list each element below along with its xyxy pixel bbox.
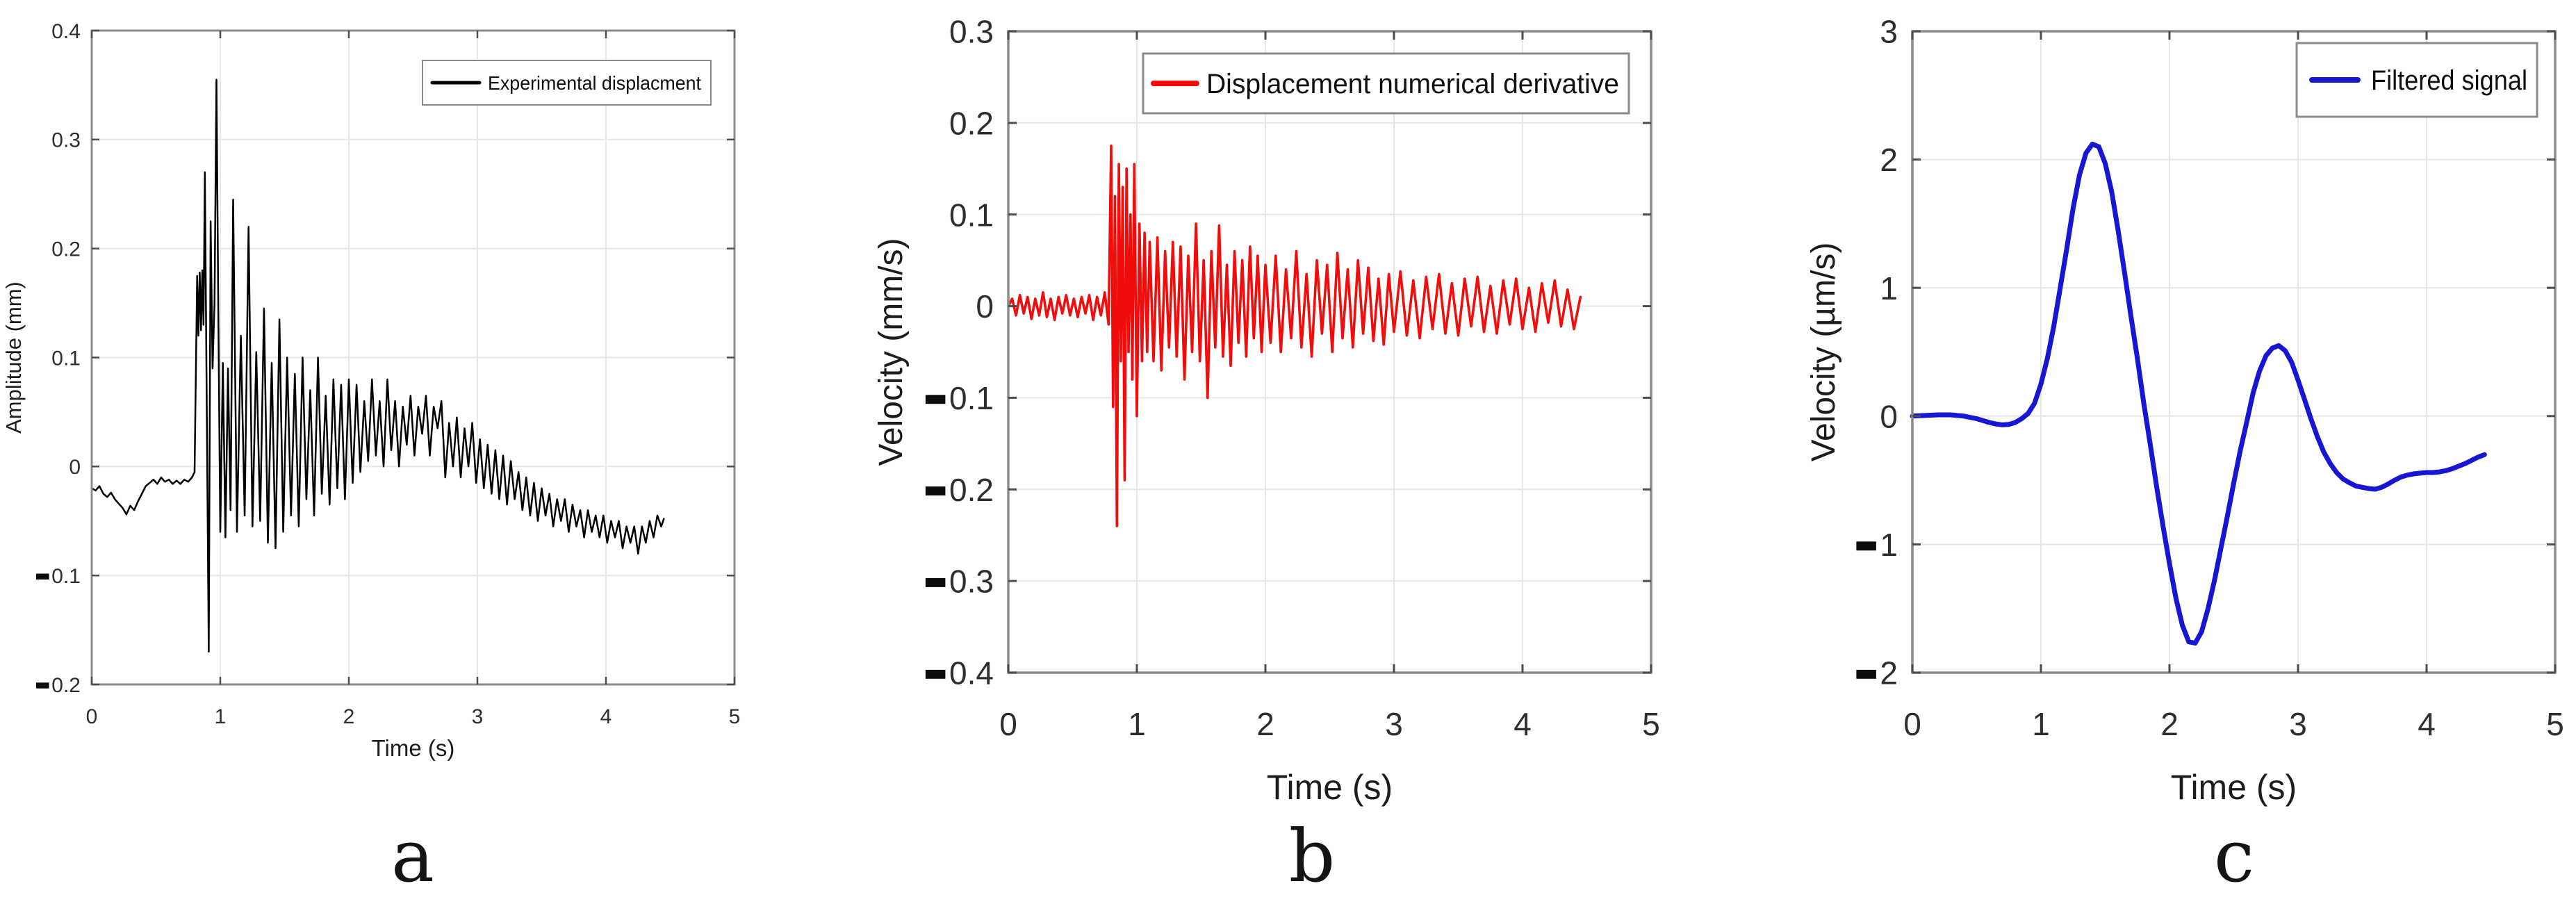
y-tick-label: 0.3 [51, 129, 81, 152]
minus-sign [925, 395, 946, 404]
chart-c: 0 1 2 3 4 5 3 2 1 0 1 2 Time (s) Velocity (µm/s) Filte… [1805, 14, 2564, 807]
x-tick-label: 5 [1642, 706, 1660, 742]
y-tick-label: 3 [1880, 14, 1898, 50]
x-tick-label: 1 [215, 705, 227, 728]
x-axis-label: Time (s) [2171, 768, 2297, 807]
panel-label-b: b [1288, 814, 1336, 898]
x-tick-label: 0 [999, 706, 1017, 742]
y-tick-label: 0.2 [949, 472, 994, 508]
x-tick-label: 2 [343, 705, 355, 728]
plot-box [1911, 30, 2557, 674]
y-axis-label: Velocity (mm/s) [873, 238, 910, 466]
x-tick-label: 1 [1128, 706, 1146, 742]
y-tick-label: 0.3 [949, 14, 994, 50]
legend-label: Filtered signal [2371, 65, 2527, 96]
x-tick-label: 3 [2289, 706, 2307, 742]
x-tick-label: 0 [86, 705, 98, 728]
chart-b: 0 1 2 3 4 5 0.3 0.2 0.1 0 0.1 0.2 0.3 0.4 Time (s) Velo… [873, 14, 1660, 807]
y-tick-label: 0 [1880, 398, 1898, 434]
panel-label-a: a [391, 814, 435, 898]
y-tick-label: 0.3 [949, 564, 994, 600]
y-tick-label: 2 [1880, 655, 1898, 691]
legend-label: Displacement numerical derivative [1206, 69, 1619, 99]
y-tick-label: 2 [1880, 142, 1898, 178]
y-tick-label: 1 [1880, 527, 1898, 563]
legend: Experimental displacment [422, 60, 712, 106]
y-axis-label: Amplitude (mm) [1, 281, 26, 434]
y-tick-label: 0.2 [51, 238, 81, 261]
x-tick-label: 5 [729, 705, 741, 728]
y-tick-label: 0 [976, 288, 994, 325]
y-axis-label: Velocity (µm/s) [1805, 243, 1842, 462]
x-axis-label: Time (s) [1267, 768, 1393, 807]
series-line [1007, 145, 1582, 527]
x-tick-label: 1 [2032, 706, 2050, 742]
y-tick-label: 0.1 [51, 347, 81, 370]
minus-sign [1856, 541, 1876, 551]
minus-sign [925, 486, 946, 495]
minus-sign [36, 682, 49, 689]
series-line [90, 79, 665, 653]
minus-sign [1856, 669, 1876, 679]
x-tick-label: 4 [600, 705, 612, 728]
minus-sign [925, 578, 946, 587]
x-tick-label: 4 [1513, 706, 1532, 742]
minus-sign [925, 669, 946, 679]
x-tick-label: 0 [1903, 706, 1921, 742]
y-tick-label: 0 [69, 456, 81, 479]
series-line [1910, 141, 2487, 646]
y-tick-label: 0.1 [949, 380, 994, 416]
plot-box [1007, 30, 1652, 674]
x-tick-label: 3 [472, 705, 484, 728]
x-tick-label: 2 [1256, 706, 1274, 742]
legend: Filtered signal [2295, 42, 2538, 118]
y-tick-label: 0.2 [949, 105, 994, 141]
legend-label: Experimental displacment [488, 72, 701, 94]
legend: Displacement numerical derivative [1142, 52, 1630, 115]
x-tick-label: 4 [2418, 706, 2436, 742]
y-tick-label: 0.4 [949, 655, 994, 691]
y-tick-label: 1 [1880, 270, 1898, 306]
legend-box [1142, 52, 1630, 115]
y-tick-label: 0.2 [51, 674, 81, 697]
x-tick-label: 5 [2546, 706, 2564, 742]
chart-a: 0 1 2 3 4 5 0.4 0.3 0.2 0.1 0 0.1 0.2 Time (s) Amplitu… [1, 20, 740, 761]
minus-sign [36, 573, 49, 580]
x-axis-label: Time (s) [372, 735, 455, 761]
x-tick-label: 2 [2160, 706, 2179, 742]
y-tick-label: 0.1 [51, 565, 81, 588]
y-tick-label: 0.4 [51, 20, 81, 43]
panel-label-c: c [2213, 814, 2255, 898]
x-tick-label: 3 [1385, 706, 1403, 742]
y-tick-label: 0.1 [949, 197, 994, 233]
